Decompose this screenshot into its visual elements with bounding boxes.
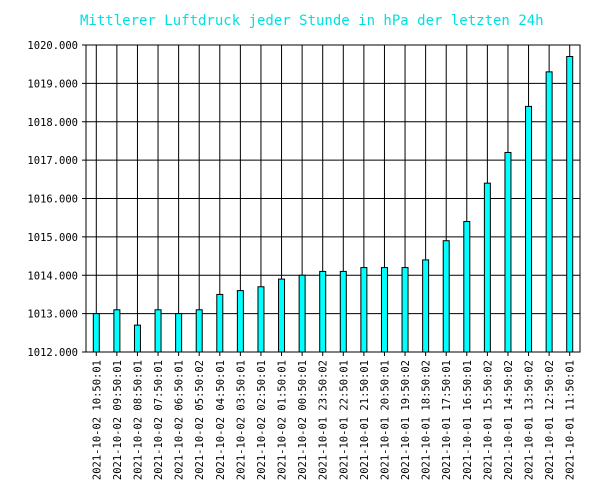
- x-tick-label: 2021-10-02 03:50:01: [235, 360, 247, 480]
- bar: [298, 274, 306, 353]
- bar: [442, 240, 450, 353]
- chart-title: Mittlerer Luftdruck jeder Stunde in hPa …: [80, 13, 544, 29]
- y-tick-label: 1019.000: [27, 78, 78, 90]
- bar: [92, 313, 100, 353]
- x-tick-label: 2021-10-01 19:50:02: [400, 360, 412, 480]
- bar: [545, 71, 553, 353]
- x-tick-label: 2021-10-01 14:50:02: [503, 360, 515, 480]
- x-tick-label: 2021-10-02 10:50:01: [91, 360, 103, 480]
- bar: [504, 151, 512, 353]
- bar: [463, 221, 471, 353]
- y-tick-label: 1016.000: [27, 194, 78, 206]
- y-tick-label: 1017.000: [27, 155, 78, 167]
- x-tick-label: 2021-10-01 15:50:02: [482, 360, 494, 480]
- bar: [195, 309, 203, 353]
- x-tick-label: 2021-10-01 21:50:01: [359, 360, 371, 480]
- bar: [319, 270, 327, 353]
- bar: [236, 290, 244, 353]
- x-tick-label: 2021-10-01 13:50:02: [524, 360, 536, 480]
- bar: [278, 278, 286, 353]
- bar: [401, 267, 409, 353]
- x-tick-label: 2021-10-02 01:50:01: [277, 360, 289, 480]
- y-axis-ticks: 1012.000 1013.000 1014.000 1015.000 1016.000…: [27, 40, 86, 359]
- bar: [113, 309, 121, 353]
- y-tick-label: 1018.000: [27, 117, 78, 129]
- bar: [525, 105, 533, 353]
- bar: [154, 309, 162, 353]
- x-tick-label: 2021-10-02 02:50:01: [256, 360, 268, 480]
- x-tick-label: 2021-10-01 12:50:02: [544, 360, 556, 480]
- x-tick-label: 2021-10-02 06:50:01: [174, 360, 186, 480]
- x-tick-label: 2021-10-01 11:50:01: [565, 360, 577, 480]
- bars: [92, 56, 574, 353]
- bar: [360, 267, 368, 353]
- x-tick-label: 2021-10-02 00:50:01: [297, 360, 309, 480]
- bar: [257, 286, 265, 353]
- x-tick-label: 2021-10-02 08:50:01: [132, 360, 144, 480]
- bar: [380, 267, 388, 353]
- y-tick-label: 1013.000: [27, 309, 78, 321]
- y-tick-label: 1012.000: [27, 347, 78, 359]
- bar: [566, 56, 574, 353]
- x-tick-label: 2021-10-01 16:50:01: [462, 360, 474, 480]
- x-tick-label: 2021-10-02 07:50:01: [153, 360, 165, 480]
- x-tick-label: 2021-10-01 23:50:02: [318, 360, 330, 480]
- x-tick-label: 2021-10-01 20:50:01: [379, 360, 391, 480]
- bar: [175, 313, 183, 353]
- x-tick-label: 2021-10-01 17:50:01: [441, 360, 453, 480]
- x-tick-label: 2021-10-02 09:50:01: [112, 360, 124, 480]
- y-tick-label: 1015.000: [27, 232, 78, 244]
- x-tick-label: 2021-10-02 04:50:01: [215, 360, 227, 480]
- bar: [216, 293, 224, 353]
- bar: [339, 270, 347, 353]
- y-tick-label: 1020.000: [27, 40, 78, 52]
- x-tick-label: 2021-10-01 18:50:02: [421, 360, 433, 480]
- bar: [422, 259, 430, 353]
- bar: [483, 182, 491, 353]
- y-tick-label: 1014.000: [27, 270, 78, 282]
- x-tick-label: 2021-10-02 05:50:02: [194, 360, 206, 480]
- x-tick-label: 2021-10-01 22:50:01: [338, 360, 350, 480]
- bar: [133, 324, 141, 353]
- x-axis-ticks: 2021-10-02 10:50:01 2021-10-02 09:50:01 20…: [91, 352, 577, 480]
